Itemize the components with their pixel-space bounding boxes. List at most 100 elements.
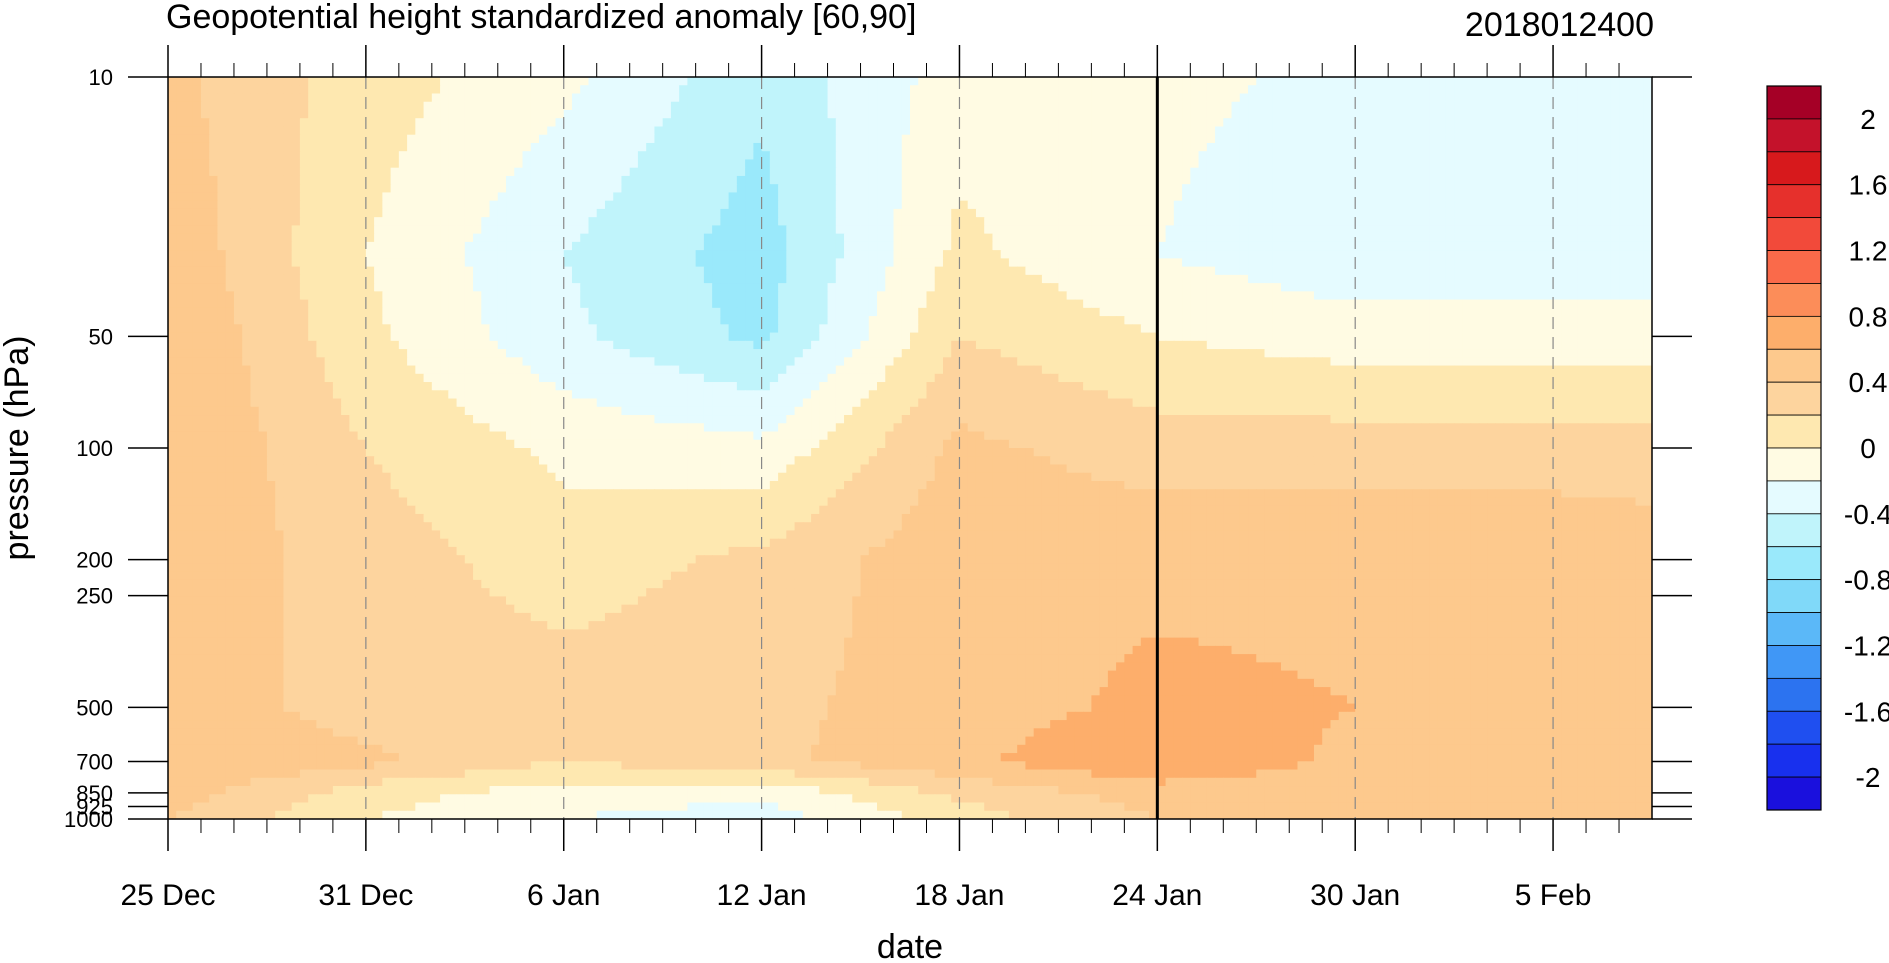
field-cell: [1379, 126, 1389, 136]
field-cell: [1495, 93, 1505, 103]
field-cell: [1619, 208, 1628, 218]
field-cell: [1528, 159, 1538, 169]
field-cell: [341, 192, 350, 202]
field-cell: [283, 291, 293, 301]
field-cell: [679, 85, 688, 95]
field-cell: [1239, 241, 1249, 251]
field-cell: [1000, 225, 1010, 235]
field-cell: [1619, 225, 1628, 235]
field-cell: [1058, 142, 1068, 152]
field-cell: [1445, 118, 1455, 128]
field-cell: [1544, 184, 1554, 194]
field-cell: [1371, 200, 1381, 210]
field-cell: [695, 241, 705, 251]
field-cell: [563, 266, 573, 276]
field-cell: [456, 299, 466, 309]
field-cell: [1346, 134, 1356, 144]
field-cell: [1627, 175, 1637, 185]
field-cell: [225, 217, 235, 226]
field-cell: [266, 151, 276, 161]
field-cell: [613, 200, 623, 210]
field-cell: [1050, 208, 1059, 218]
field-cell: [1281, 101, 1290, 111]
field-cell: [200, 77, 210, 86]
field-cell: [984, 126, 994, 136]
field-cell: [942, 134, 952, 144]
field-cell: [910, 184, 919, 194]
field-cell: [934, 208, 944, 218]
field-cell: [629, 192, 639, 202]
field-cell: [316, 274, 326, 284]
field-cell: [1412, 192, 1422, 202]
field-cell: [844, 118, 853, 128]
field-cell: [547, 184, 557, 194]
field-cell: [1264, 258, 1274, 268]
field-cell: [357, 184, 367, 194]
field-cell: [1231, 233, 1241, 243]
field-cell: [415, 274, 425, 284]
field-cell: [456, 77, 466, 86]
field-cell: [1586, 184, 1595, 194]
field-cell: [769, 159, 779, 169]
field-cell: [1462, 283, 1472, 292]
field-cell: [778, 175, 787, 185]
field-cell: [374, 142, 383, 152]
field-cell: [1008, 291, 1018, 301]
field-cell: [316, 134, 326, 144]
field-cell: [1182, 274, 1191, 284]
field-cell: [514, 77, 524, 86]
field-cell: [308, 159, 317, 169]
field-cell: [1033, 225, 1043, 235]
field-cell: [802, 299, 812, 309]
field-cell: [316, 250, 326, 259]
field-cell: [712, 283, 721, 292]
field-cell: [852, 134, 862, 144]
field-cell: [959, 291, 969, 301]
field-cell: [720, 101, 730, 111]
field-cell: [332, 291, 342, 301]
field-cell: [769, 85, 779, 95]
field-cell: [1619, 217, 1628, 226]
field-cell: [835, 142, 845, 152]
field-cell: [1495, 85, 1505, 95]
field-cell: [571, 134, 581, 144]
field-cell: [778, 142, 787, 152]
field-cell: [225, 159, 235, 169]
field-cell: [275, 225, 285, 235]
field-cell: [951, 200, 961, 210]
field-cell: [365, 101, 375, 111]
field-cell: [1627, 184, 1637, 194]
field-cell: [811, 192, 820, 202]
field-cell: [959, 167, 969, 177]
field-cell: [1256, 159, 1266, 169]
field-cell: [629, 167, 639, 177]
field-cell: [1239, 208, 1249, 218]
field-cell: [530, 184, 540, 194]
field-cell: [621, 241, 631, 251]
field-cell: [200, 233, 210, 243]
field-cell: [794, 85, 804, 95]
field-cell: [975, 134, 985, 144]
field-cell: [959, 299, 969, 309]
field-cell: [1520, 167, 1529, 177]
field-cell: [1495, 151, 1505, 161]
field-cell: [1058, 250, 1068, 259]
field-cell: [530, 299, 540, 309]
field-cell: [530, 159, 540, 169]
field-cell: [959, 85, 969, 95]
field-cell: [769, 101, 779, 111]
field-cell: [1231, 299, 1241, 309]
field-cell: [233, 151, 243, 161]
field-cell: [1256, 184, 1266, 194]
field-cell: [1610, 266, 1620, 276]
field-cell: [1454, 109, 1463, 119]
field-cell: [1091, 299, 1101, 309]
field-cell: [646, 175, 656, 185]
field-cell: [1050, 142, 1059, 152]
field-cell: [382, 192, 392, 202]
field-cell: [844, 225, 853, 235]
field-cell: [1313, 241, 1323, 251]
field-cell: [415, 208, 425, 218]
field-cell: [464, 200, 474, 210]
field-cell: [662, 299, 672, 309]
